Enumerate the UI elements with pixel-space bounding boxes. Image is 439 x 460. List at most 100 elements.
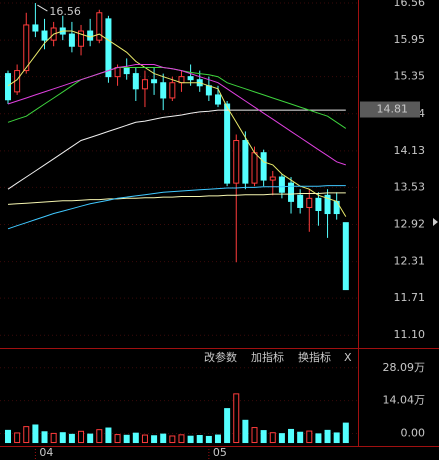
volume-bar (141, 434, 148, 444)
candle-body (87, 30, 94, 41)
volume-bar (315, 433, 322, 444)
candle-body (224, 103, 231, 184)
candle-body (169, 82, 176, 99)
volume-bar (123, 434, 130, 444)
candle-body (68, 33, 75, 47)
y-tick-label: 16.56 (394, 0, 426, 9)
volume-bar (242, 419, 249, 444)
last-price-label: 14.81 (377, 103, 409, 116)
y-tick-label: 14.04万 (383, 394, 426, 407)
y-tick-label: 14.13 (394, 144, 426, 157)
candle-body (324, 194, 331, 215)
y-tick-label: 15.95 (394, 33, 426, 46)
candle-body (187, 76, 194, 81)
volume-bar (96, 429, 103, 444)
candle-body (297, 194, 304, 208)
volume-bar (297, 431, 304, 444)
volume-bar (205, 435, 212, 444)
volume-bar (342, 422, 349, 444)
y-tick-label: 12.31 (394, 255, 426, 268)
candle-body (132, 73, 139, 90)
candle-body (151, 79, 158, 84)
candle-body (214, 94, 221, 105)
candle-body (269, 176, 276, 181)
volume-bar (5, 429, 11, 444)
candle-body (342, 222, 349, 291)
y-tick-label: 15.35 (394, 70, 426, 83)
volume-bar (160, 433, 167, 444)
max-label: 16.56 (49, 5, 81, 18)
volume-bar (105, 427, 112, 444)
candle-body (5, 73, 11, 101)
volume-bar (187, 435, 194, 444)
ma-line (7, 192, 346, 205)
volume-bar (233, 393, 240, 444)
candle-body (105, 18, 112, 78)
volume-bar (333, 432, 340, 444)
candle-body (306, 197, 313, 208)
volume-bar (23, 426, 30, 444)
volume-bar (178, 434, 185, 444)
candle-body (251, 152, 258, 184)
toolbar-button[interactable]: X (344, 351, 352, 364)
last-price-box (360, 101, 420, 118)
candle-body (288, 182, 295, 202)
volume-bar (278, 433, 285, 444)
volume-bar (50, 432, 57, 444)
candle-body (123, 67, 130, 75)
max-arrow (37, 4, 48, 12)
candle-body (160, 82, 167, 99)
volume-bar (251, 427, 258, 444)
y-tick-label: 11.10 (394, 328, 426, 341)
toolbar-button[interactable]: 加指标 (251, 350, 284, 364)
y-tick-label: 12.92 (394, 217, 426, 230)
ma-line (7, 30, 347, 217)
volume-bar (306, 430, 313, 444)
volume-bar (68, 433, 75, 444)
candle-body (96, 12, 103, 41)
candle-body (242, 140, 249, 184)
y-tick-label: 13.53 (394, 180, 426, 193)
candle-body (333, 200, 340, 215)
candle-body (315, 197, 322, 212)
candle-body (205, 85, 212, 96)
volume-bar (114, 434, 121, 444)
candle-body (278, 176, 285, 193)
candle-body (260, 152, 267, 181)
x-tick-label: 04 (39, 446, 53, 459)
y-tick-label: 11.71 (394, 291, 426, 304)
ma-line (7, 64, 346, 166)
toolbar-button[interactable]: 换指标 (298, 350, 331, 364)
volume-bar (87, 433, 94, 444)
volume-bar (196, 435, 203, 444)
candle-body (78, 30, 85, 47)
volume-bar (41, 431, 48, 444)
toolbar-button[interactable]: 改参数 (204, 350, 237, 364)
scroll-arrow[interactable] (433, 218, 438, 226)
y-tick-label: 28.09万 (383, 361, 426, 374)
candle-body (114, 67, 121, 78)
volume-bar (260, 430, 267, 444)
volume-bar (288, 428, 295, 444)
candle-body (233, 140, 240, 184)
volume-bar (214, 434, 221, 444)
volume-bar (14, 432, 21, 444)
volume-bar (132, 432, 139, 444)
volume-bar (59, 432, 66, 444)
volume-bar (151, 435, 158, 444)
volume-bar (224, 408, 231, 444)
ma-line (7, 109, 346, 190)
candle-body (41, 30, 48, 41)
x-tick-label: 05 (213, 446, 227, 459)
ma-line (7, 185, 346, 230)
volume-bar (32, 424, 39, 444)
y-tick-label: 0.00 (401, 427, 426, 440)
volume-bar (169, 435, 176, 444)
volume-bar (269, 432, 276, 444)
candle-body (32, 24, 39, 32)
candle-body (141, 79, 148, 90)
candle-body (23, 24, 30, 72)
volume-bar (78, 430, 85, 444)
